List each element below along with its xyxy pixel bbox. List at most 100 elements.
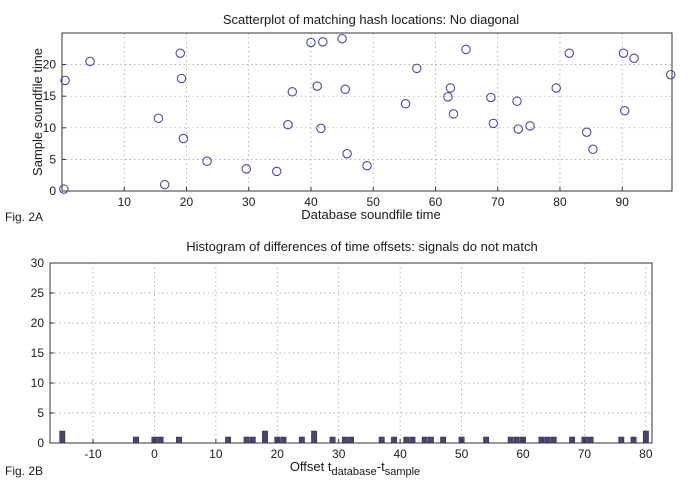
histogram-y-tick-label: 20 bbox=[31, 316, 45, 330]
scatter-x-tick-label: 50 bbox=[367, 195, 381, 209]
scatter-x-tick-label: 90 bbox=[616, 195, 630, 209]
scatter-point bbox=[564, 48, 575, 58]
histogram-bar bbox=[409, 436, 416, 444]
scatter-y-tick-label: 20 bbox=[43, 58, 57, 72]
scatter-point bbox=[60, 75, 70, 86]
scatter-point bbox=[666, 69, 676, 80]
scatter-point bbox=[342, 148, 352, 159]
scatter-point bbox=[176, 73, 187, 84]
histogram-bar bbox=[249, 436, 256, 444]
scatter-point bbox=[59, 184, 69, 194]
scatter-x-ticks: 10 20 30 40 50 60 70 80 90 bbox=[118, 187, 630, 209]
histogram-bar bbox=[440, 436, 447, 444]
scatter-point bbox=[448, 109, 459, 119]
histogram-bar bbox=[348, 436, 354, 444]
scatter-points bbox=[59, 33, 676, 194]
histogram-x-tick-label: 40 bbox=[393, 447, 407, 461]
scatter-point bbox=[525, 121, 535, 131]
histogram-bar bbox=[544, 436, 551, 444]
histogram-bars bbox=[59, 430, 649, 444]
scatter-grid bbox=[62, 33, 672, 191]
scatter-y-ticks: 0 5 10 15 20 bbox=[43, 58, 66, 198]
histogram-title: Histogram of differences of time offsets… bbox=[186, 239, 537, 254]
scatter-point bbox=[202, 156, 212, 167]
histogram-bar bbox=[243, 436, 250, 444]
scatter-chart: Scatterplot of matching hash locations: … bbox=[5, 12, 676, 224]
histogram-bar bbox=[550, 436, 557, 444]
scatter-point bbox=[271, 166, 282, 177]
scatter-y-tick-label: 0 bbox=[49, 184, 56, 198]
histogram-bar bbox=[403, 436, 410, 444]
histogram-bar bbox=[421, 436, 428, 444]
scatter-y-axis-label: Sample soundfile time bbox=[30, 48, 45, 176]
figure-2a-label: Fig. 2A bbox=[5, 210, 43, 224]
histogram-bar bbox=[618, 436, 625, 444]
scatter-point bbox=[619, 105, 630, 116]
histogram-bar bbox=[569, 436, 576, 444]
scatter-point bbox=[85, 56, 95, 67]
histogram-bar bbox=[59, 430, 66, 444]
scatter-point bbox=[513, 124, 524, 134]
histogram-bar bbox=[391, 436, 397, 444]
scatter-point bbox=[306, 37, 316, 48]
xlabel-minus-t: -t bbox=[377, 459, 385, 474]
scatter-title: Scatterplot of matching hash locations: … bbox=[223, 12, 519, 27]
scatter-point bbox=[178, 133, 189, 144]
scatter-point bbox=[159, 179, 170, 190]
histogram-x-tick-label: 70 bbox=[578, 447, 592, 461]
histogram-x-tick-label: 60 bbox=[516, 447, 530, 461]
histogram-bar bbox=[176, 436, 182, 444]
histogram-x-tick-label: 10 bbox=[209, 447, 223, 461]
histogram-bar bbox=[225, 436, 232, 444]
histogram-y-tick-label: 5 bbox=[37, 406, 44, 420]
histogram-bar bbox=[262, 430, 268, 444]
scatter-x-tick-label: 80 bbox=[553, 195, 567, 209]
histogram-x-tick-label: -10 bbox=[84, 447, 102, 461]
scatter-point bbox=[287, 87, 298, 97]
scatter-y-tick-label: 10 bbox=[43, 121, 57, 135]
histogram-bar bbox=[311, 430, 318, 444]
scatter-y-tick-label: 5 bbox=[49, 152, 56, 166]
histogram-bar bbox=[483, 436, 490, 444]
scatter-x-tick-label: 20 bbox=[180, 195, 194, 209]
scatter-point bbox=[412, 63, 422, 74]
histogram-x-tick-label: 20 bbox=[271, 447, 285, 461]
histogram-bar bbox=[630, 436, 637, 444]
scatter-point bbox=[512, 96, 522, 107]
histogram-y-tick-label: 10 bbox=[31, 376, 45, 390]
histogram-y-ticks: 0 5 10 15 20 25 30 bbox=[31, 256, 54, 450]
histogram-grid bbox=[50, 263, 652, 443]
histogram-x-tick-label: 50 bbox=[455, 447, 469, 461]
xlabel-main: Offset t bbox=[290, 459, 332, 474]
histogram-x-axis-label: Offset tdatabase-tsample bbox=[290, 459, 420, 478]
scatter-point bbox=[488, 118, 499, 129]
histogram-bar bbox=[341, 436, 348, 444]
scatter-point bbox=[486, 92, 496, 103]
xlabel-sub-database: database bbox=[331, 466, 376, 478]
scatter-point bbox=[443, 92, 453, 102]
scatter-point bbox=[445, 83, 456, 93]
histogram-bar bbox=[507, 436, 514, 444]
scatter-point bbox=[588, 144, 598, 155]
histogram-y-tick-label: 15 bbox=[31, 346, 45, 360]
scatter-point bbox=[461, 44, 471, 55]
scatter-point bbox=[283, 119, 293, 130]
scatter-x-tick-label: 70 bbox=[491, 195, 505, 209]
histogram-y-tick-label: 25 bbox=[31, 286, 45, 300]
figure-2b-label: Fig. 2B bbox=[5, 464, 43, 478]
scatter-y-tick-label: 15 bbox=[43, 89, 57, 103]
scatter-point bbox=[337, 33, 347, 44]
histogram-x-ticks: -10 0 10 20 30 40 50 60 70 80 bbox=[84, 439, 653, 461]
histogram-y-tick-label: 30 bbox=[31, 256, 45, 270]
scatter-point bbox=[318, 37, 328, 47]
scatter-point bbox=[340, 84, 350, 94]
histogram-bar bbox=[378, 436, 385, 444]
histogram-bar bbox=[427, 436, 434, 444]
histogram-bar bbox=[538, 436, 545, 444]
histogram-bar bbox=[298, 436, 305, 444]
histogram-bar bbox=[280, 436, 287, 444]
histogram-x-tick-label: 0 bbox=[151, 447, 158, 461]
scatter-x-tick-label: 10 bbox=[118, 195, 132, 209]
scatter-x-axis-label: Database soundfile time bbox=[301, 207, 440, 222]
